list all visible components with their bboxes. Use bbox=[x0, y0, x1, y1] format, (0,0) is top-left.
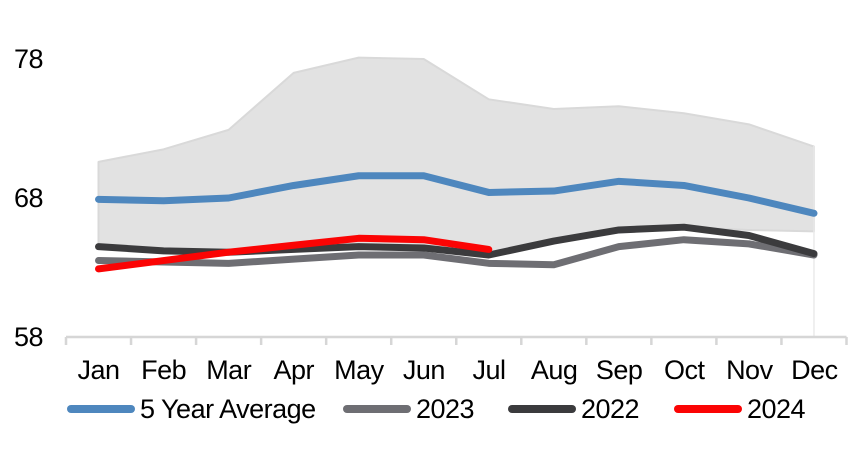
legend-item-2024: 2024 bbox=[674, 393, 806, 425]
series-line-5-year-average bbox=[95, 172, 818, 217]
x-tick-label-may: May bbox=[334, 355, 384, 385]
x-axis-labels: Jan Feb Mar Apr May Jun Jul Aug Sep Oct … bbox=[66, 353, 847, 387]
x-axis bbox=[64, 335, 848, 345]
legend-item-5-year-average: 5 Year Average bbox=[67, 393, 316, 425]
x-tick-label-jul: Jul bbox=[472, 355, 507, 385]
x-tick-label-sep: Sep bbox=[595, 355, 643, 385]
x-tick-label-jun: Jun bbox=[402, 355, 446, 385]
x-tick-label-aug: Aug bbox=[530, 355, 578, 385]
legend-label-5-year-average: 5 Year Average bbox=[140, 394, 316, 424]
legend-item-2023: 2023 bbox=[343, 393, 475, 425]
y-tick-label-58: 58 bbox=[14, 322, 44, 352]
x-tick-label-dec: Dec bbox=[791, 355, 838, 385]
x-tick-label-apr: Apr bbox=[273, 355, 315, 385]
y-tick-label-78: 78 bbox=[14, 44, 44, 74]
x-tick-label-oct: Oct bbox=[663, 355, 705, 385]
series-line-2023 bbox=[95, 236, 818, 269]
legend-label-2024: 2024 bbox=[747, 394, 806, 424]
series-line-2024 bbox=[95, 234, 493, 273]
legend-label-2022: 2022 bbox=[581, 394, 640, 424]
y-tick-label-68: 68 bbox=[14, 183, 44, 213]
legend-swatch-2023 bbox=[343, 405, 411, 413]
legend-swatch-2022 bbox=[508, 405, 576, 413]
x-tick-label-jan: Jan bbox=[77, 355, 121, 385]
legend-item-2022: 2022 bbox=[508, 393, 640, 425]
legend-swatch-5-year-average bbox=[67, 405, 135, 413]
five-year-range-band bbox=[97, 56, 815, 256]
x-tick-label-mar: Mar bbox=[206, 355, 252, 385]
x-tick-label-feb: Feb bbox=[141, 355, 187, 385]
legend-swatch-2024 bbox=[674, 405, 742, 413]
x-tick-label-nov: Nov bbox=[726, 355, 773, 385]
legend-label-2023: 2023 bbox=[416, 394, 475, 424]
